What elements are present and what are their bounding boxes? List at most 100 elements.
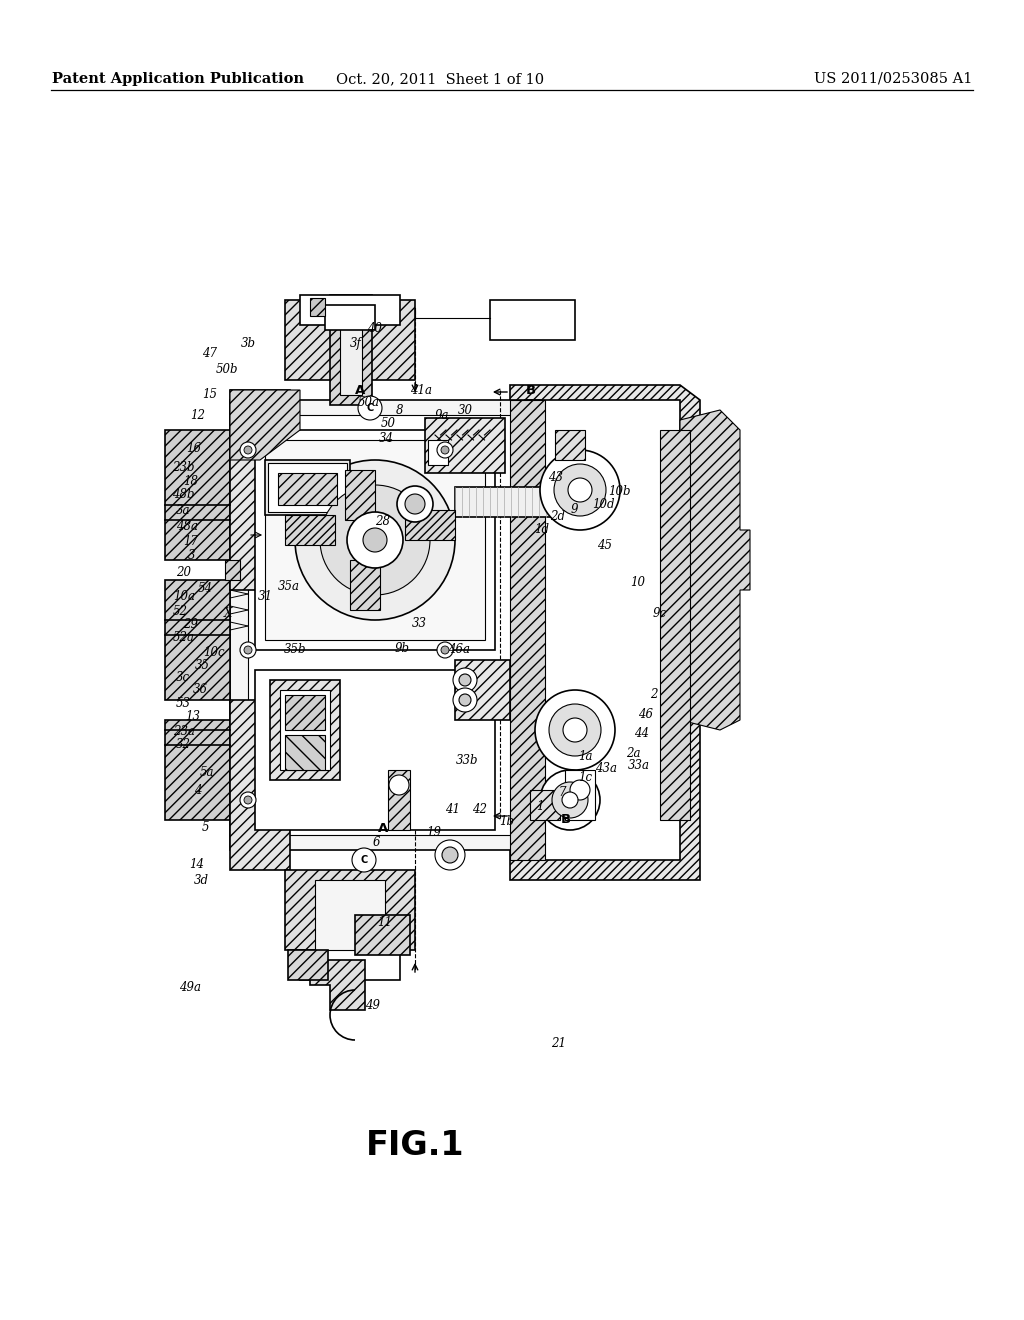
Bar [455, 487, 555, 517]
Bar [278, 473, 337, 506]
Text: C: C [367, 403, 374, 413]
Circle shape [562, 792, 578, 808]
Bar [165, 719, 230, 820]
Circle shape [441, 446, 449, 454]
Circle shape [437, 642, 453, 657]
Circle shape [540, 450, 620, 531]
Text: B: B [561, 813, 571, 826]
Text: 41: 41 [445, 803, 461, 816]
Text: 1c: 1c [579, 771, 593, 784]
Text: 17: 17 [183, 535, 199, 548]
Circle shape [389, 775, 409, 795]
Text: 9b: 9b [394, 642, 410, 655]
Text: 5a: 5a [200, 766, 214, 779]
Text: 20: 20 [176, 566, 191, 579]
Text: 44: 44 [634, 727, 649, 741]
Text: 6: 6 [373, 836, 380, 849]
Bar [428, 440, 449, 465]
Text: 16: 16 [186, 442, 202, 455]
Bar [300, 294, 400, 325]
Text: 10c: 10c [203, 645, 224, 659]
Text: Oct. 20, 2011  Sheet 1 of 10: Oct. 20, 2011 Sheet 1 of 10 [336, 73, 544, 86]
Text: 28: 28 [375, 515, 390, 528]
Text: 32: 32 [176, 738, 191, 751]
Circle shape [435, 840, 465, 870]
Text: 50b: 50b [216, 363, 239, 376]
Circle shape [437, 442, 453, 458]
Text: A: A [378, 822, 388, 836]
Text: 30: 30 [458, 404, 473, 417]
Circle shape [568, 478, 592, 502]
Text: 41a: 41a [410, 384, 431, 397]
Bar [455, 660, 510, 719]
Circle shape [570, 780, 590, 800]
Text: 52: 52 [173, 605, 188, 618]
Circle shape [535, 690, 615, 770]
Circle shape [397, 486, 433, 521]
Text: 2d: 2d [550, 510, 565, 523]
Circle shape [244, 796, 252, 804]
Text: 48a: 48a [176, 520, 198, 533]
Bar [530, 789, 560, 820]
Text: 10: 10 [630, 576, 645, 589]
Text: 1b: 1b [499, 814, 514, 828]
Circle shape [362, 528, 387, 552]
Circle shape [540, 770, 600, 830]
Circle shape [441, 645, 449, 653]
Bar [425, 418, 505, 473]
Text: 10b: 10b [608, 484, 631, 498]
Text: 1d: 1d [535, 523, 550, 536]
Text: 43a: 43a [595, 762, 616, 775]
Text: 40: 40 [367, 322, 382, 335]
Text: 52a: 52a [173, 631, 195, 644]
Text: 47: 47 [202, 347, 217, 360]
Text: 54: 54 [198, 582, 213, 595]
Text: Patent Application Publication: Patent Application Publication [52, 73, 304, 86]
Text: A: A [355, 384, 366, 397]
Text: 35b: 35b [284, 643, 306, 656]
Bar [355, 915, 410, 954]
Bar [285, 696, 325, 730]
Text: 36: 36 [193, 682, 208, 696]
Circle shape [442, 847, 458, 863]
Text: 3f: 3f [350, 337, 362, 350]
Bar [255, 430, 495, 649]
Circle shape [453, 668, 477, 692]
Bar [325, 305, 375, 330]
Circle shape [563, 718, 587, 742]
Bar [660, 430, 690, 820]
Circle shape [406, 494, 425, 513]
Bar [265, 440, 485, 640]
Text: 21: 21 [551, 1038, 566, 1049]
Text: 3b: 3b [241, 337, 256, 350]
Text: 10a: 10a [173, 590, 195, 603]
Text: 49: 49 [365, 999, 380, 1012]
Bar [255, 671, 495, 830]
Circle shape [549, 704, 601, 756]
Bar [248, 414, 522, 836]
Bar [388, 770, 410, 830]
Bar [510, 400, 545, 861]
Text: 46a: 46a [449, 643, 470, 656]
Text: X: X [224, 607, 232, 620]
Text: 9: 9 [570, 503, 578, 516]
Text: 33: 33 [412, 616, 427, 630]
Text: 2a: 2a [626, 747, 640, 760]
Circle shape [459, 694, 471, 706]
Text: B: B [525, 384, 536, 397]
Text: 35a: 35a [278, 579, 299, 593]
Bar [310, 298, 325, 315]
Bar [315, 880, 385, 950]
Polygon shape [680, 411, 750, 730]
Bar [230, 389, 290, 590]
Circle shape [244, 645, 252, 653]
Text: 1a: 1a [579, 750, 593, 763]
Text: 5: 5 [202, 821, 209, 834]
Bar [285, 735, 325, 770]
Polygon shape [310, 960, 365, 1010]
Text: 12: 12 [190, 409, 206, 422]
Text: 42: 42 [472, 803, 487, 816]
Circle shape [358, 396, 382, 420]
Circle shape [554, 465, 606, 516]
Polygon shape [510, 385, 700, 880]
